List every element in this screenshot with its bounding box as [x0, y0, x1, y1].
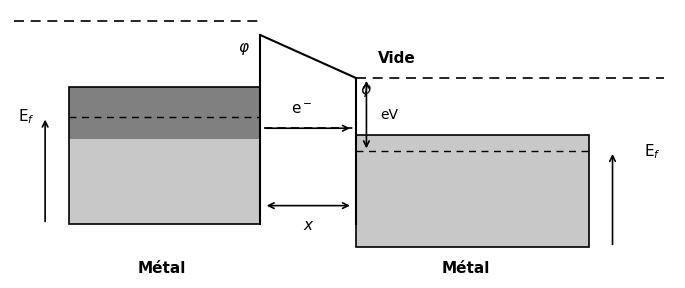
Bar: [69, 87, 260, 224]
Text: $\varphi$: $\varphi$: [360, 83, 371, 99]
Text: E$_f$: E$_f$: [643, 142, 660, 160]
Text: Métal: Métal: [441, 261, 490, 276]
Text: x: x: [304, 218, 313, 233]
Text: Vide: Vide: [378, 50, 416, 65]
Text: eV: eV: [380, 108, 398, 122]
Bar: [69, 87, 260, 139]
Text: E$_f$: E$_f$: [18, 107, 35, 126]
Bar: [69, 87, 260, 224]
Text: Métal: Métal: [137, 261, 186, 276]
Text: e$^-$: e$^-$: [291, 102, 312, 117]
Bar: [356, 135, 588, 247]
Text: $\varphi$: $\varphi$: [238, 41, 250, 57]
